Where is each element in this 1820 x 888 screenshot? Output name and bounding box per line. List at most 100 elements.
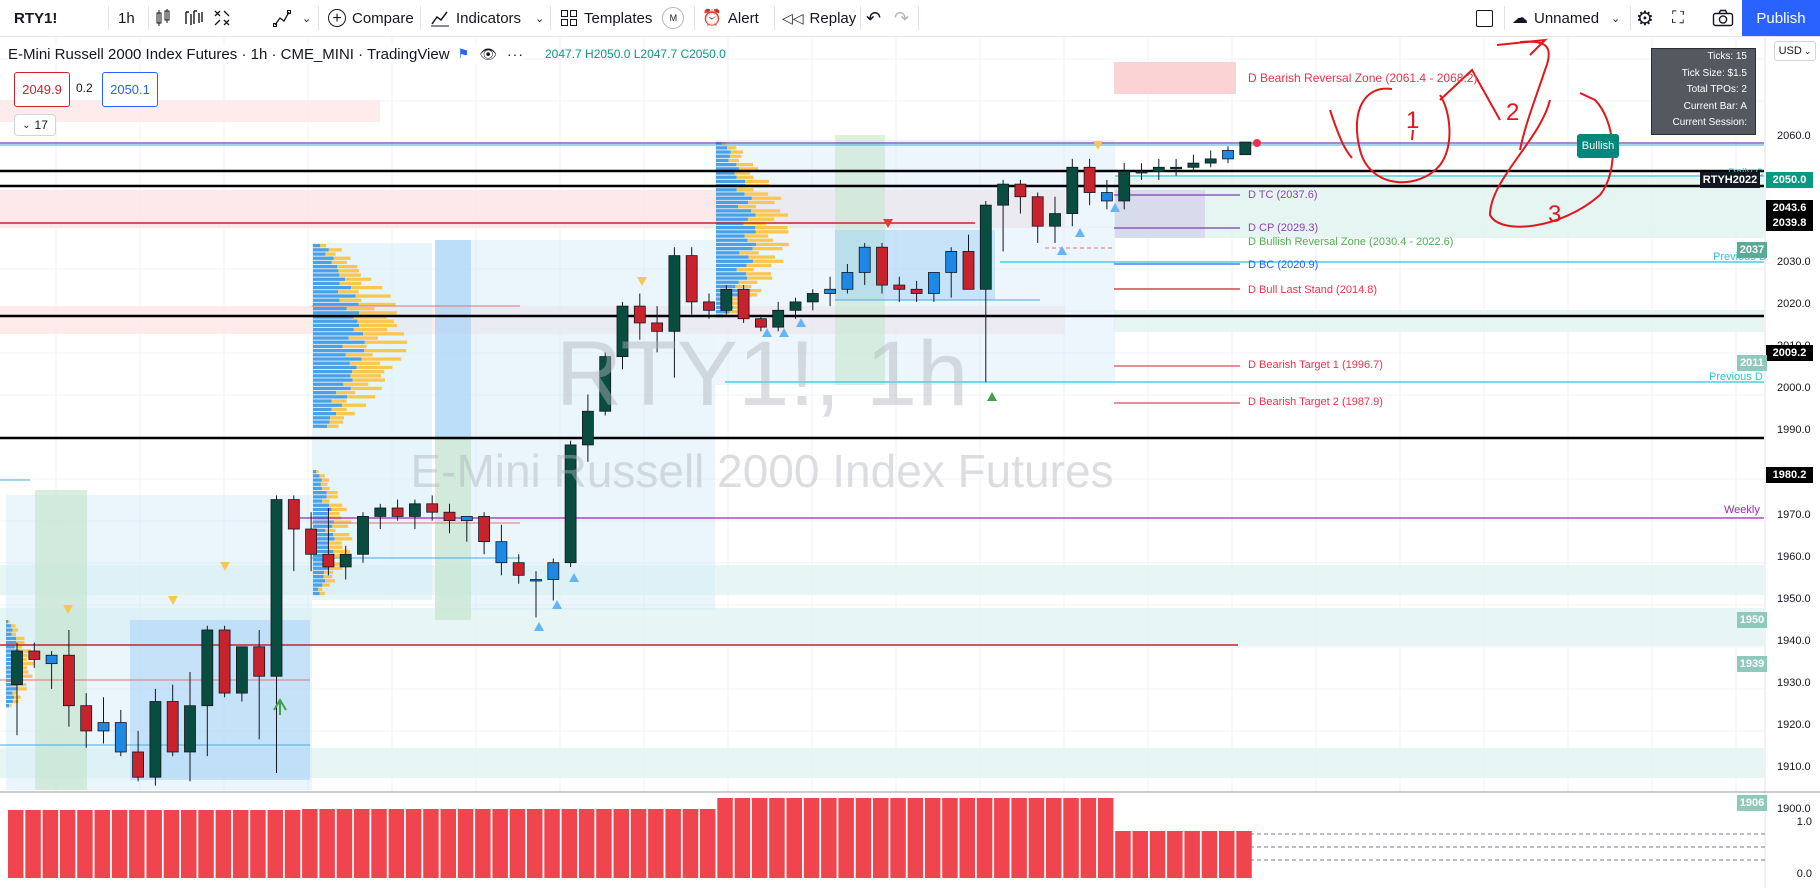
undo-icon[interactable]: ↶ xyxy=(866,7,882,28)
candle xyxy=(80,693,93,748)
profile-bar xyxy=(355,294,391,298)
resistance-zone xyxy=(0,100,380,122)
more-options-icon[interactable]: ··· xyxy=(507,46,524,62)
chevron-down-icon[interactable]: ⌄ xyxy=(1611,12,1621,25)
histogram-bar xyxy=(648,809,664,878)
flag-icon[interactable]: ⚑ xyxy=(457,46,470,61)
info-current-session: Current Session: 24Hr xyxy=(1672,117,1747,145)
profile-bar xyxy=(736,188,754,192)
histogram-bar xyxy=(250,810,266,878)
bearish-target-1-label: D Bearish Target 1 (1996.7) xyxy=(1248,359,1383,371)
profile-bar xyxy=(335,412,355,416)
indicator-count: 17 xyxy=(34,118,48,132)
chevron-down-icon[interactable]: ⌄ xyxy=(535,12,545,25)
candle-body xyxy=(45,654,58,665)
profile-bar xyxy=(313,579,326,583)
chevron-down-icon: ⌄ xyxy=(22,119,31,131)
profile-bar xyxy=(313,277,346,281)
ohlc-values: 2047.7 H2050.0 L2047.7 C2050.0 xyxy=(545,47,726,61)
bid-button[interactable]: 2049.9 xyxy=(14,72,70,107)
profile-bar xyxy=(730,150,744,154)
annotation-number-1: 1 xyxy=(1406,107,1419,134)
candle-body xyxy=(755,318,767,328)
profile-bar xyxy=(736,268,754,272)
profile-bar xyxy=(313,273,340,277)
annotation-number-3: 3 xyxy=(1548,201,1561,228)
symbol-search[interactable]: RTY1! xyxy=(14,9,58,27)
select-checkbox-icon[interactable] xyxy=(1476,0,1493,36)
camera-icon[interactable] xyxy=(1712,0,1734,36)
profile-bar xyxy=(329,566,343,570)
profile-bar xyxy=(313,365,357,370)
profile-bar xyxy=(14,645,23,649)
fx-indicator-icon[interactable] xyxy=(212,0,232,36)
profile-bar xyxy=(716,242,757,247)
profile-bar xyxy=(313,478,322,482)
histogram-bar xyxy=(1115,831,1131,878)
annotation-stroke xyxy=(1519,40,1550,151)
settings-gear-icon[interactable]: ⚙ xyxy=(1636,7,1654,30)
profile-bar xyxy=(345,353,373,357)
candle-body xyxy=(633,305,646,324)
profile-bar xyxy=(716,158,729,163)
publish-button[interactable]: Publish xyxy=(1742,0,1820,36)
chart-type-dropdown-icon[interactable]: ⌄ xyxy=(272,0,311,36)
eye-icon[interactable]: 👁 xyxy=(479,45,497,62)
profile-bar xyxy=(16,636,25,641)
profile-bar xyxy=(325,579,336,583)
candle-body xyxy=(547,562,560,580)
fullscreen-icon[interactable]: ⛶ xyxy=(1672,8,1684,27)
price-tick-label: 1960.0 xyxy=(1777,550,1811,563)
top-toolbar: RTY1! 1h ⌄ + Compare Indicators ⌄ Templa… xyxy=(0,0,1820,37)
candle xyxy=(253,629,266,740)
layout-name-button[interactable]: ☁ Unnamed ⌄ xyxy=(1512,0,1620,36)
indicators-button[interactable]: Indicators ⌄ xyxy=(430,0,544,36)
replay-button[interactable]: ◁◁ Replay xyxy=(782,0,856,36)
candle-body xyxy=(703,301,715,311)
chart-area[interactable]: RTY1!, 1h E-Mini Russell 2000 Index Futu… xyxy=(0,37,1820,888)
chart-canvas[interactable]: RTY1!, 1h E-Mini Russell 2000 Index Futu… xyxy=(0,37,1820,888)
profile-bar xyxy=(313,533,334,537)
profile-bar xyxy=(330,554,345,558)
histogram-bar xyxy=(544,809,560,878)
histogram-bar xyxy=(232,810,249,878)
candle-body xyxy=(997,183,1009,206)
bars-chart-type-icon[interactable] xyxy=(184,0,204,36)
candle xyxy=(772,301,785,332)
profile-bar xyxy=(313,340,365,344)
chart-legend-title[interactable]: E-Mini Russell 2000 Index Futures · 1h ·… xyxy=(8,44,524,64)
candle xyxy=(893,276,906,302)
candle xyxy=(426,495,439,521)
alert-button[interactable]: ⏰ Alert xyxy=(702,0,759,36)
profile-bar xyxy=(320,244,327,248)
candle xyxy=(45,651,58,689)
profile-bar xyxy=(716,255,749,259)
profile-bar xyxy=(313,558,324,562)
profile-bar xyxy=(728,158,739,163)
profile-bar xyxy=(6,704,10,708)
profile-bar xyxy=(751,196,782,200)
profile-bar xyxy=(745,179,769,184)
histogram-bar xyxy=(440,809,456,878)
compare-button[interactable]: + Compare xyxy=(328,0,414,36)
profile-bar xyxy=(737,205,756,209)
currency-selector[interactable]: USD ⌄ xyxy=(1774,41,1816,61)
interval-button[interactable]: 1h xyxy=(118,9,135,27)
chevron-down-icon[interactable]: ⌄ xyxy=(302,12,312,25)
candle-body xyxy=(201,629,214,707)
candle-body xyxy=(1135,171,1148,174)
candle-body xyxy=(789,301,802,311)
ask-button[interactable]: 2050.1 xyxy=(102,72,158,107)
candles-chart-type-icon[interactable] xyxy=(154,0,172,36)
profile-bar xyxy=(716,142,722,146)
histogram-bar xyxy=(769,798,785,878)
indicators-collapse-toggle[interactable]: ⌄ 17 xyxy=(14,114,56,136)
redo-icon[interactable]: ↷ xyxy=(894,7,910,28)
previous-day-label: Previous D xyxy=(1709,371,1763,383)
profile-bar xyxy=(6,620,9,624)
histogram-bar xyxy=(890,798,906,878)
profile-bar xyxy=(334,537,353,541)
candle xyxy=(1170,158,1182,176)
templates-button[interactable]: Templates M xyxy=(560,0,685,36)
candle-body xyxy=(1222,150,1234,160)
